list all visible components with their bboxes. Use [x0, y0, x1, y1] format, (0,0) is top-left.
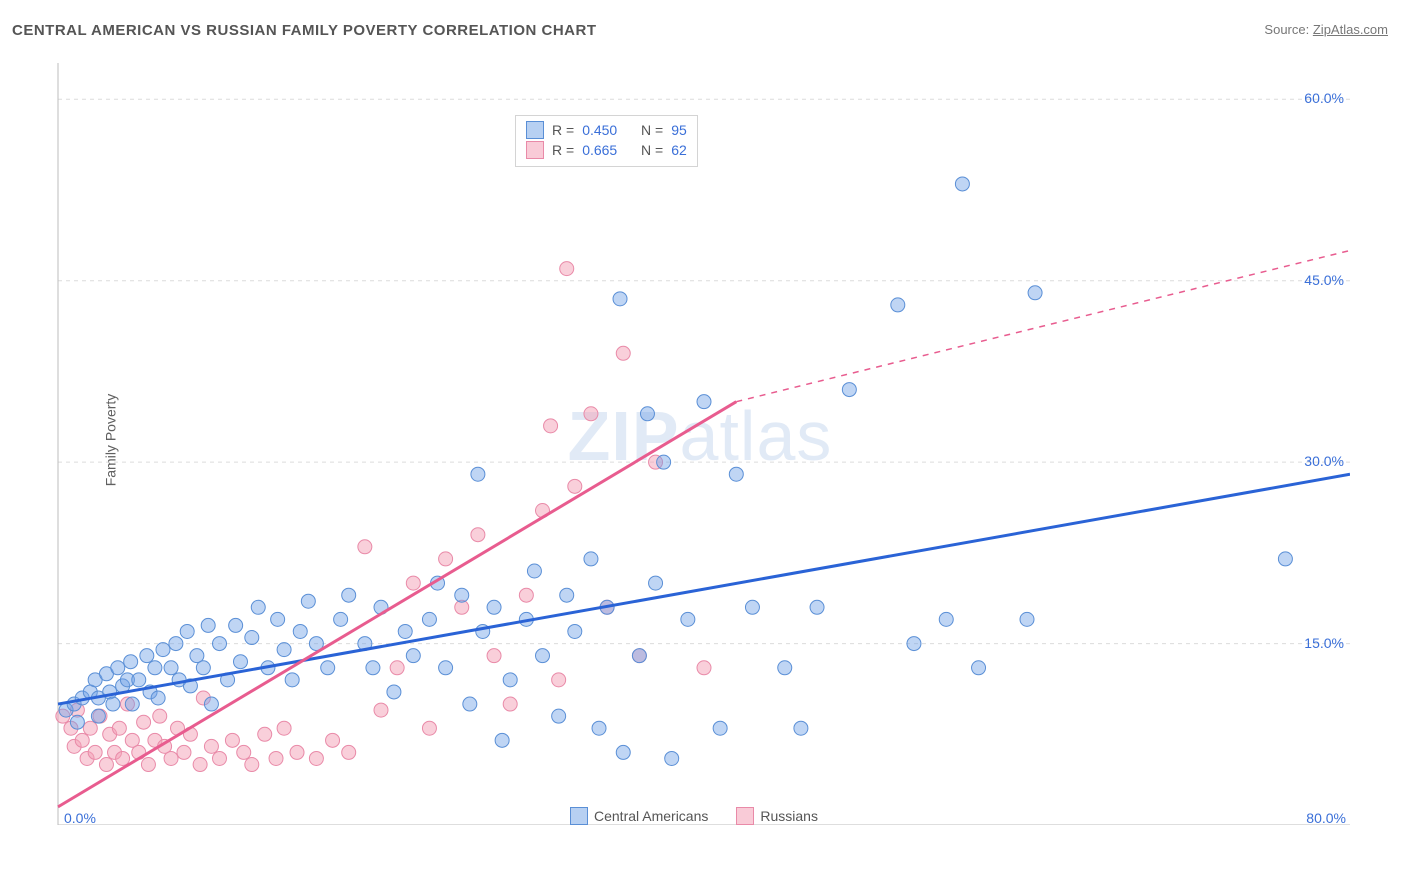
n-value: 95 — [671, 120, 687, 140]
plot-area: Family Poverty ZIPatlas R = 0.450 N = 95… — [50, 55, 1350, 825]
source-attribution: Source: ZipAtlas.com — [1264, 22, 1388, 37]
stats-legend: R = 0.450 N = 95 R = 0.665 N = 62 — [515, 115, 698, 167]
r-value: 0.665 — [582, 140, 617, 160]
square-icon — [736, 807, 754, 825]
source-link[interactable]: ZipAtlas.com — [1313, 22, 1388, 37]
legend-item-pink: Russians — [736, 807, 818, 825]
r-label: R = — [552, 140, 574, 160]
square-icon — [526, 141, 544, 159]
n-value: 62 — [671, 140, 687, 160]
square-icon — [570, 807, 588, 825]
legend-label: Central Americans — [594, 808, 708, 824]
square-icon — [526, 121, 544, 139]
series-legend: Central Americans Russians — [570, 807, 818, 825]
y-tick-label: 60.0% — [1304, 90, 1344, 106]
stats-row-blue: R = 0.450 N = 95 — [526, 120, 687, 140]
chart-title: CENTRAL AMERICAN VS RUSSIAN FAMILY POVER… — [12, 22, 597, 39]
stats-row-pink: R = 0.665 N = 62 — [526, 140, 687, 160]
legend-label: Russians — [760, 808, 818, 824]
y-tick-label: 30.0% — [1304, 453, 1344, 469]
y-tick-label: 15.0% — [1304, 635, 1344, 651]
r-label: R = — [552, 120, 574, 140]
legend-item-blue: Central Americans — [570, 807, 708, 825]
source-label: Source: — [1264, 22, 1309, 37]
chart-container: CENTRAL AMERICAN VS RUSSIAN FAMILY POVER… — [0, 0, 1406, 892]
r-value: 0.450 — [582, 120, 617, 140]
x-tick-label-right: 80.0% — [1306, 810, 1346, 826]
n-label: N = — [641, 120, 663, 140]
n-label: N = — [641, 140, 663, 160]
y-tick-label: 45.0% — [1304, 272, 1344, 288]
x-tick-label-left: 0.0% — [64, 810, 96, 826]
scatter-svg — [50, 55, 1350, 825]
